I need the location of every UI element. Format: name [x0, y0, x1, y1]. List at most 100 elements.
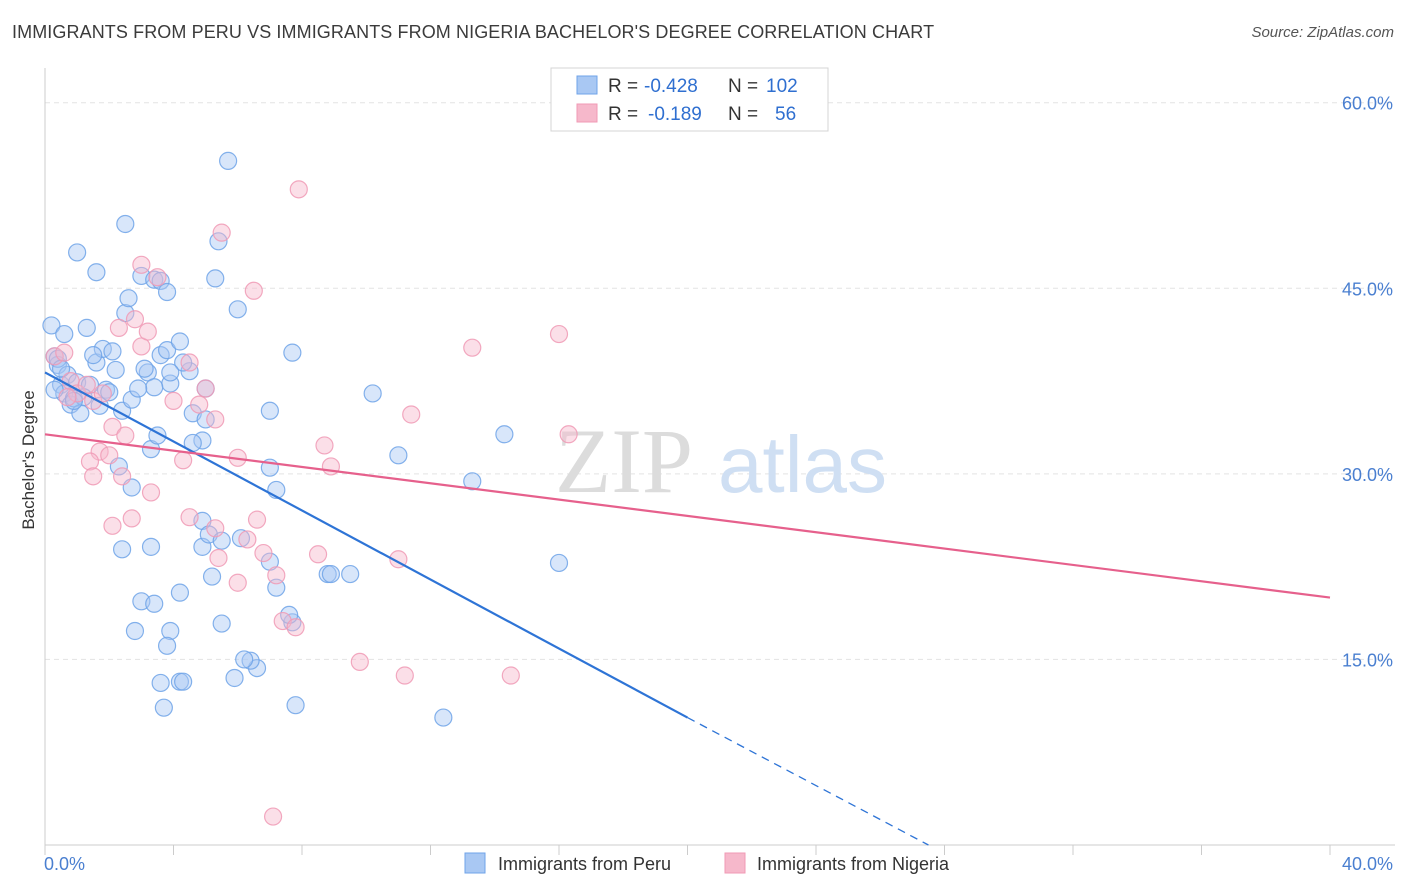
point-nigeria — [254, 543, 273, 563]
point-nigeria — [402, 405, 421, 424]
point-peru — [100, 383, 119, 402]
point-peru — [283, 343, 302, 362]
y-tick-label: 30.0% — [1342, 465, 1393, 485]
point-nigeria — [103, 516, 122, 535]
point-peru — [125, 621, 145, 641]
point-peru — [145, 270, 164, 289]
point-nigeria — [190, 395, 209, 414]
point-peru — [495, 425, 514, 444]
point-peru — [154, 698, 173, 717]
watermark: ZIP atlas — [555, 410, 887, 512]
point-nigeria — [90, 442, 109, 461]
point-peru — [286, 696, 305, 715]
point-nigeria — [238, 530, 257, 549]
point-nigeria — [196, 379, 215, 398]
point-peru — [112, 540, 132, 559]
point-peru — [161, 363, 180, 382]
point-peru — [87, 263, 106, 282]
point-nigeria — [45, 347, 64, 366]
y-tick-labels: 15.0% 30.0% 45.0% 60.0% — [1342, 94, 1393, 671]
point-peru — [212, 614, 231, 633]
point-nigeria — [206, 410, 225, 429]
watermark-zip: ZIP — [555, 410, 693, 512]
y-axis-title: Bachelor's Degree — [19, 390, 38, 529]
point-nigeria — [141, 483, 161, 502]
source-credit: Source: ZipAtlas.com — [1251, 24, 1394, 41]
point-peru — [161, 621, 180, 641]
x-tick-labels: 0.0% 40.0% — [44, 854, 1393, 874]
y-tick-label: 15.0% — [1342, 650, 1393, 670]
point-nigeria — [209, 548, 228, 568]
point-nigeria — [206, 519, 225, 538]
bottom-legend-swatch-peru — [464, 852, 486, 874]
point-peru — [84, 346, 103, 365]
x-tick-label: 40.0% — [1342, 854, 1393, 874]
point-nigeria — [244, 281, 263, 300]
point-peru — [267, 578, 286, 597]
point-peru — [145, 594, 164, 613]
point-peru — [119, 289, 138, 308]
point-peru — [434, 708, 453, 727]
point-nigeria — [55, 343, 74, 362]
point-peru — [174, 353, 193, 372]
point-nigeria — [122, 509, 141, 528]
bottom-legend: Immigrants from Peru Immigrants from Nig… — [464, 852, 950, 874]
point-peru — [174, 672, 193, 691]
point-peru — [122, 390, 141, 409]
point-nigeria — [84, 467, 103, 486]
point-peru — [463, 472, 482, 491]
point-nigeria — [112, 467, 132, 486]
point-nigeria — [267, 566, 286, 585]
point-peru — [170, 583, 190, 602]
point-nigeria — [549, 324, 569, 344]
point-peru — [141, 537, 161, 556]
point-peru — [170, 332, 190, 351]
point-nigeria — [116, 426, 135, 445]
point-peru — [363, 384, 382, 403]
point-peru — [116, 214, 135, 234]
point-peru — [321, 564, 341, 584]
legend-n-value-nigeria: 56 — [775, 104, 796, 125]
point-peru — [129, 379, 148, 398]
point-peru — [219, 151, 238, 170]
trend-line-peru — [44, 371, 689, 719]
point-peru — [241, 651, 260, 670]
point-peru — [135, 359, 154, 378]
stats-legend: R = -0.428 N = 102 R = -0.189 N = 56 — [550, 67, 829, 132]
point-nigeria — [148, 268, 167, 287]
point-peru — [55, 324, 74, 344]
point-nigeria — [77, 375, 96, 394]
y-tick-label: 60.0% — [1342, 94, 1393, 114]
trend-line-peru-extension — [687, 717, 929, 846]
point-peru — [231, 529, 251, 548]
point-nigeria — [559, 425, 578, 444]
point-nigeria — [100, 446, 119, 465]
point-peru — [145, 378, 164, 397]
point-peru — [549, 553, 569, 573]
legend-n-label-peru: N = — [728, 76, 758, 97]
point-nigeria — [263, 807, 283, 826]
point-nigeria — [138, 322, 157, 341]
point-nigeria — [286, 618, 305, 637]
trend-lines — [44, 371, 1331, 846]
point-nigeria — [180, 508, 199, 527]
legend-r-label-nigeria: R = — [608, 104, 638, 125]
gridlines — [45, 102, 1395, 660]
y-tick-label: 45.0% — [1342, 279, 1393, 299]
point-nigeria — [395, 666, 414, 685]
point-nigeria — [174, 451, 193, 470]
legend-n-label-nigeria: N = — [728, 104, 758, 125]
x-tick-label: 0.0% — [44, 854, 85, 874]
axes — [44, 68, 1395, 855]
point-nigeria — [180, 353, 199, 372]
point-nigeria — [80, 452, 100, 471]
point-peru — [106, 360, 125, 380]
point-nigeria — [132, 255, 151, 274]
legend-r-value-nigeria: -0.189 — [648, 104, 702, 125]
point-nigeria — [228, 573, 247, 592]
point-peru — [103, 342, 122, 361]
bottom-legend-label-peru: Immigrants from Peru — [498, 854, 671, 874]
point-peru — [68, 243, 87, 262]
point-nigeria — [109, 318, 128, 337]
